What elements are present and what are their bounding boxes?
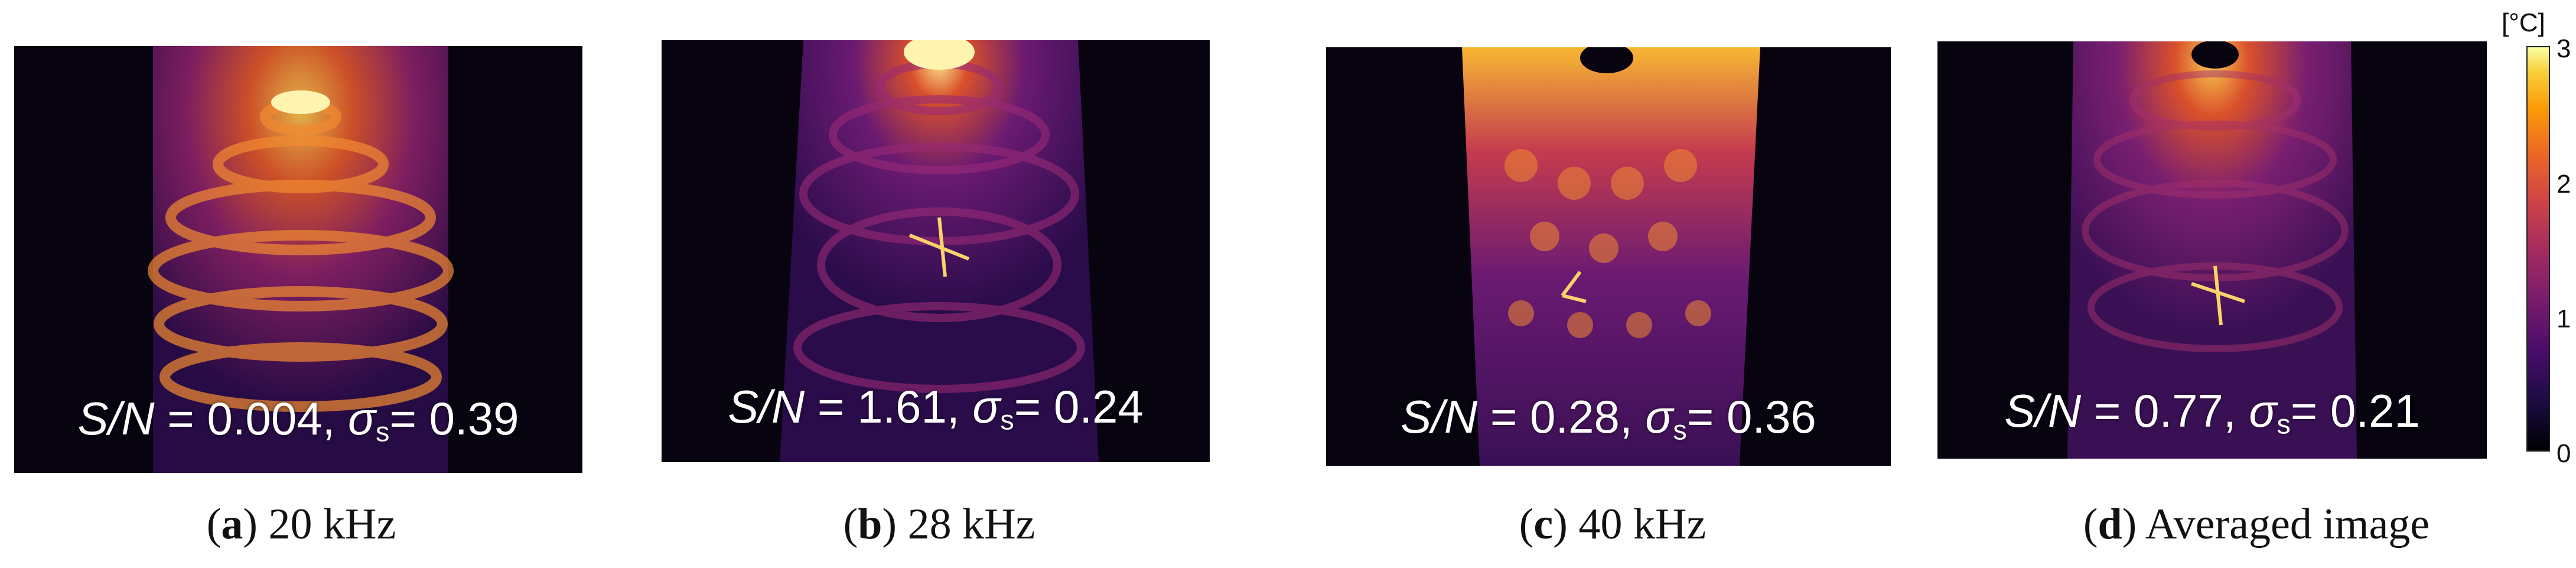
colorbar-tick-1: 1 <box>2557 304 2571 333</box>
caption-letter: d <box>2098 500 2122 548</box>
caption-b: (b) 28 kHz <box>843 500 1035 548</box>
overlay-text-a: S/N = 0.004, σs= 0.39 <box>14 392 582 448</box>
sn-value: = 1.61, <box>805 381 973 433</box>
thermal-pattern-c <box>1326 47 1891 466</box>
thermal-image-d: S/N = 0.77, σs= 0.21 <box>1937 41 2487 459</box>
overlay-text-d: S/N = 0.77, σs= 0.21 <box>1937 384 2487 440</box>
caption-a: (a) 20 kHz <box>206 500 396 548</box>
sigma-subscript: s <box>1000 404 1014 436</box>
colorbar-tick-0: 0 <box>2557 439 2571 468</box>
overlay-text-c: S/N = 0.28, σs= 0.36 <box>1326 390 1891 446</box>
sigma-subscript: s <box>376 416 390 447</box>
sigma-value: = 0.24 <box>1014 381 1144 433</box>
thermal-pattern-d <box>1937 41 2487 459</box>
sigma-symbol: σ <box>2249 385 2277 437</box>
sigma-value: = 0.21 <box>2290 385 2420 437</box>
colorbar-tick-2: 2 <box>2557 170 2571 199</box>
sn-label: S/N <box>728 381 805 433</box>
caption-c: (c) 40 kHz <box>1519 500 1707 548</box>
sn-value: = 0.004, <box>154 392 348 444</box>
sigma-symbol: σ <box>1645 391 1673 443</box>
colorbar-unit: [°C] <box>2502 8 2545 37</box>
caption-letter: b <box>858 500 882 548</box>
sigma-subscript: s <box>1673 414 1687 446</box>
thermal-image-b: S/N = 1.61, σs= 0.24 <box>662 40 1210 462</box>
sigma-symbol: σ <box>972 381 1001 433</box>
sn-label: S/N <box>2004 385 2082 437</box>
caption-text: 40 kHz <box>1567 500 1707 548</box>
sigma-value: = 0.36 <box>1686 391 1816 443</box>
sigma-value: = 0.39 <box>389 392 519 444</box>
caption-letter: c <box>1533 500 1554 548</box>
caption-letter: a <box>221 500 243 548</box>
thermal-pattern-b <box>662 40 1210 462</box>
sigma-symbol: σ <box>347 392 376 444</box>
thermal-pattern-a <box>14 46 582 473</box>
sn-label: S/N <box>77 392 155 444</box>
caption-d: (d) Averaged image <box>2083 500 2430 548</box>
sn-label: S/N <box>1401 391 1478 443</box>
caption-text: 28 kHz <box>897 500 1035 548</box>
sn-value: = 0.77, <box>2081 385 2249 437</box>
overlay-text-b: S/N = 1.61, σs= 0.24 <box>662 380 1210 436</box>
thermal-image-a: S/N = 0.004, σs= 0.39 <box>14 46 582 473</box>
thermal-image-c: S/N = 0.28, σs= 0.36 <box>1326 47 1891 466</box>
caption-text: Averaged image <box>2137 500 2430 548</box>
sn-value: = 0.28, <box>1477 391 1646 443</box>
colorbar-tick-3: 3 <box>2557 34 2571 63</box>
colorbar <box>2526 46 2550 452</box>
sigma-subscript: s <box>2277 408 2291 440</box>
caption-text: 20 kHz <box>258 500 396 548</box>
